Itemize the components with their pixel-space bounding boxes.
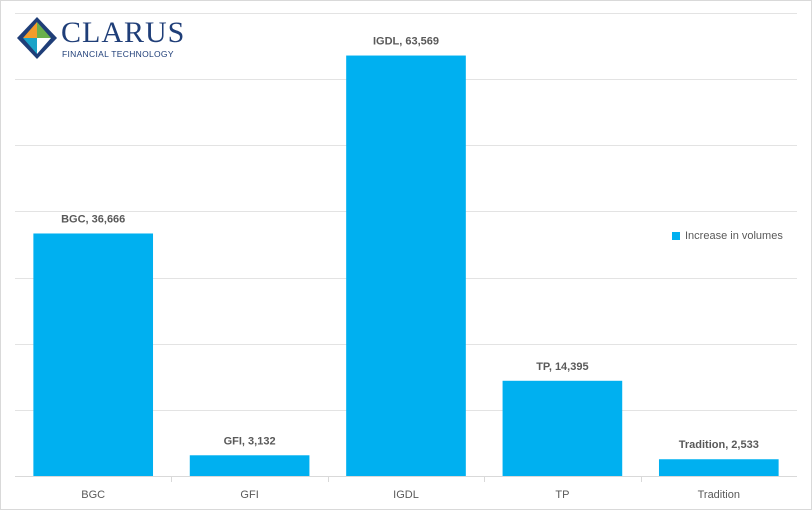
data-label: Tradition, 2,533	[679, 439, 759, 451]
bar-bgc	[33, 233, 154, 476]
logo-emblem-icon	[17, 17, 57, 59]
data-labels: BGC, 36,666 GFI, 3,132 IGDL, 63,569 TP, 14,…	[61, 36, 759, 452]
legend-label: Increase in volumes	[685, 230, 783, 242]
logo-wordmark: CLARUS	[61, 16, 186, 49]
x-tick-label: Tradition	[698, 489, 740, 501]
x-tick-label: TP	[555, 489, 569, 501]
x-tick-label: IGDL	[393, 489, 419, 501]
bar-tp	[502, 380, 623, 476]
data-label: BGC, 36,666	[61, 213, 125, 225]
logo-tagline: FINANCIAL TECHNOLOGY	[62, 49, 174, 59]
legend: Increase in volumes	[672, 229, 783, 243]
clarus-logo: CLARUS FINANCIAL TECHNOLOGY	[15, 15, 185, 65]
data-label: TP, 14,395	[536, 361, 588, 373]
bars	[33, 55, 779, 477]
bar-tradition	[658, 459, 779, 476]
data-label: GFI, 3,132	[224, 435, 276, 447]
bar-gfi	[189, 455, 310, 476]
bar-igdl	[346, 55, 466, 477]
data-label: IGDL, 63,569	[373, 36, 439, 48]
x-tick-label: GFI	[240, 489, 258, 501]
legend-swatch	[672, 232, 680, 240]
x-axis: BGC GFI IGDL TP Tradition	[15, 476, 797, 501]
x-tick-label: BGC	[81, 489, 105, 501]
